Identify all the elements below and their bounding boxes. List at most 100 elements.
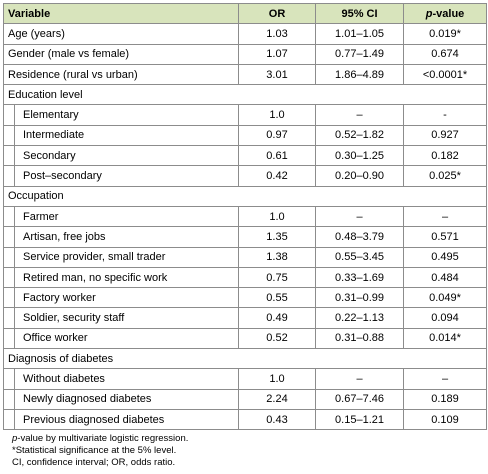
indent-cell bbox=[3, 205, 15, 228]
table-cell: Age (years) bbox=[2, 23, 240, 45]
cell-text: 1.03 bbox=[266, 27, 288, 40]
footnote: CI, confidence interval; OR, odds ratio. bbox=[12, 457, 176, 468]
table-cell: 1.0 bbox=[238, 205, 317, 228]
table-cell: Factory worker bbox=[13, 287, 240, 309]
table-row: Elementary 1.0 – - bbox=[3, 104, 488, 126]
cell-text: 0.55–3.45 bbox=[335, 251, 384, 264]
header-text: 95% CI bbox=[341, 7, 378, 20]
indent-cell bbox=[3, 226, 15, 248]
cell-text: 0.15–1.21 bbox=[335, 413, 384, 426]
cell-text: - bbox=[443, 109, 447, 122]
cell-text: 1.07 bbox=[266, 48, 288, 61]
table-cell: 0.025* bbox=[403, 165, 488, 187]
cell-text: 0.22–1.13 bbox=[335, 312, 384, 325]
table-body: Age (years) 1.03 1.01–1.05 0.019* Gender (ma… bbox=[2, 23, 488, 431]
cell-text: – bbox=[356, 109, 363, 122]
header-cell: p-value bbox=[403, 2, 488, 25]
cell-text: 0.189 bbox=[431, 393, 459, 406]
cell-text: 0.025* bbox=[429, 170, 461, 183]
cell-text: Retired man, no specific work bbox=[23, 271, 168, 284]
cell-text: 0.31–0.99 bbox=[335, 291, 384, 304]
cell-text: 0.49 bbox=[266, 312, 288, 325]
indent-cell bbox=[3, 388, 15, 410]
cell-text: Service provider, small trader bbox=[23, 251, 166, 264]
table-row: Post–secondary 0.42 0.20–0.90 0.025* bbox=[3, 165, 488, 187]
table-cell: 0.674 bbox=[403, 43, 488, 65]
table-cell: 0.20–0.90 bbox=[315, 165, 405, 187]
cell-text: 0.484 bbox=[431, 271, 459, 284]
cell-text: 1.01–1.05 bbox=[335, 27, 384, 40]
cell-text: Artisan, free jobs bbox=[23, 230, 106, 243]
cell-text: 0.43 bbox=[266, 413, 288, 426]
cell-text: 1.0 bbox=[269, 210, 285, 223]
table-cell: Without diabetes bbox=[13, 368, 240, 390]
table-cell: 0.43 bbox=[238, 408, 317, 431]
table-row: Soldier, security staff 0.49 0.22–1.13 0.09… bbox=[3, 307, 488, 329]
cell-text: 0.927 bbox=[431, 129, 459, 142]
table-cell: 0.55–3.45 bbox=[315, 246, 405, 268]
indent-cell bbox=[3, 165, 15, 187]
section-row: Education level bbox=[2, 84, 488, 106]
table-cell: 0.97 bbox=[238, 124, 317, 147]
cell-text: 0.019* bbox=[429, 27, 461, 40]
header-row: Variable OR 95% CI p-value bbox=[2, 2, 488, 25]
table-row: Newly diagnosed diabetes 2.24 0.67–7.46 0.1… bbox=[3, 388, 488, 410]
results-table: Variable OR 95% CI p-value Age (years) 1.03 1… bbox=[2, 2, 488, 431]
indent-cell bbox=[3, 145, 15, 167]
table-cell: 0.61 bbox=[238, 145, 317, 167]
table-row: Previous diagnosed diabetes 0.43 0.15–1.21… bbox=[3, 408, 488, 431]
table-cell: – bbox=[315, 368, 405, 390]
table-cell: 1.86–4.89 bbox=[315, 63, 405, 86]
table-cell: Post–secondary bbox=[13, 165, 240, 187]
cell-text: 0.55 bbox=[266, 291, 288, 304]
italic-text: p bbox=[12, 433, 18, 444]
table-row: Farmer 1.0 – – bbox=[3, 205, 488, 228]
table-cell: Previous diagnosed diabetes bbox=[13, 408, 240, 431]
table-cell: 0.30–1.25 bbox=[315, 145, 405, 167]
footnotes: p-value by multivariate logistic regress… bbox=[12, 433, 188, 469]
table-cell: 0.014* bbox=[403, 327, 488, 350]
table-cell: 0.189 bbox=[403, 388, 488, 410]
header-cell: 95% CI bbox=[315, 2, 405, 25]
cell-text: – bbox=[356, 210, 363, 223]
indent-cell bbox=[3, 104, 15, 126]
cell-text: Age (years) bbox=[8, 27, 65, 40]
section-cell: Education level bbox=[2, 84, 488, 106]
table-cell: 1.38 bbox=[238, 246, 317, 268]
table-row: Intermediate 0.97 0.52–1.82 0.927 bbox=[3, 124, 488, 147]
table-cell: 1.35 bbox=[238, 226, 317, 248]
table-cell: Artisan, free jobs bbox=[13, 226, 240, 248]
cell-text: 1.86–4.89 bbox=[335, 68, 384, 81]
table-cell: 0.77–1.49 bbox=[315, 43, 405, 65]
table-cell: 0.484 bbox=[403, 266, 488, 289]
table-cell: Service provider, small trader bbox=[13, 246, 240, 268]
cell-text: <0.0001* bbox=[422, 68, 468, 81]
cell-text: 0.42 bbox=[266, 170, 288, 183]
table-row: Retired man, no specific work 0.75 0.33–1.… bbox=[3, 266, 488, 289]
cell-text: 2.24 bbox=[266, 393, 288, 406]
table-cell: – bbox=[403, 368, 488, 390]
table-cell: – bbox=[315, 104, 405, 126]
table-cell: - bbox=[403, 104, 488, 126]
table-cell: – bbox=[403, 205, 488, 228]
table-cell: 0.571 bbox=[403, 226, 488, 248]
table-cell: 0.31–0.88 bbox=[315, 327, 405, 350]
table-cell: Farmer bbox=[13, 205, 240, 228]
cell-text: – bbox=[356, 372, 363, 385]
cell-text: Post–secondary bbox=[23, 170, 102, 183]
header-text: OR bbox=[268, 7, 286, 20]
cell-text: 1.0 bbox=[269, 372, 285, 385]
table-cell: Newly diagnosed diabetes bbox=[13, 388, 240, 410]
table-cell: 0.33–1.69 bbox=[315, 266, 405, 289]
cell-text: 0.52 bbox=[266, 332, 288, 345]
header-cell: OR bbox=[238, 2, 317, 25]
indent-cell bbox=[3, 246, 15, 268]
cell-text: 0.674 bbox=[431, 48, 459, 61]
cell-text: 0.109 bbox=[431, 413, 459, 426]
italic-text: p bbox=[425, 7, 433, 20]
indent-cell bbox=[3, 124, 15, 147]
table-row: Gender (male vs female) 1.07 0.77–1.49 0.67… bbox=[2, 43, 488, 65]
table-cell: Intermediate bbox=[13, 124, 240, 147]
cell-text: Without diabetes bbox=[23, 372, 105, 385]
section-title: Diagnosis of diabetes bbox=[8, 352, 114, 365]
